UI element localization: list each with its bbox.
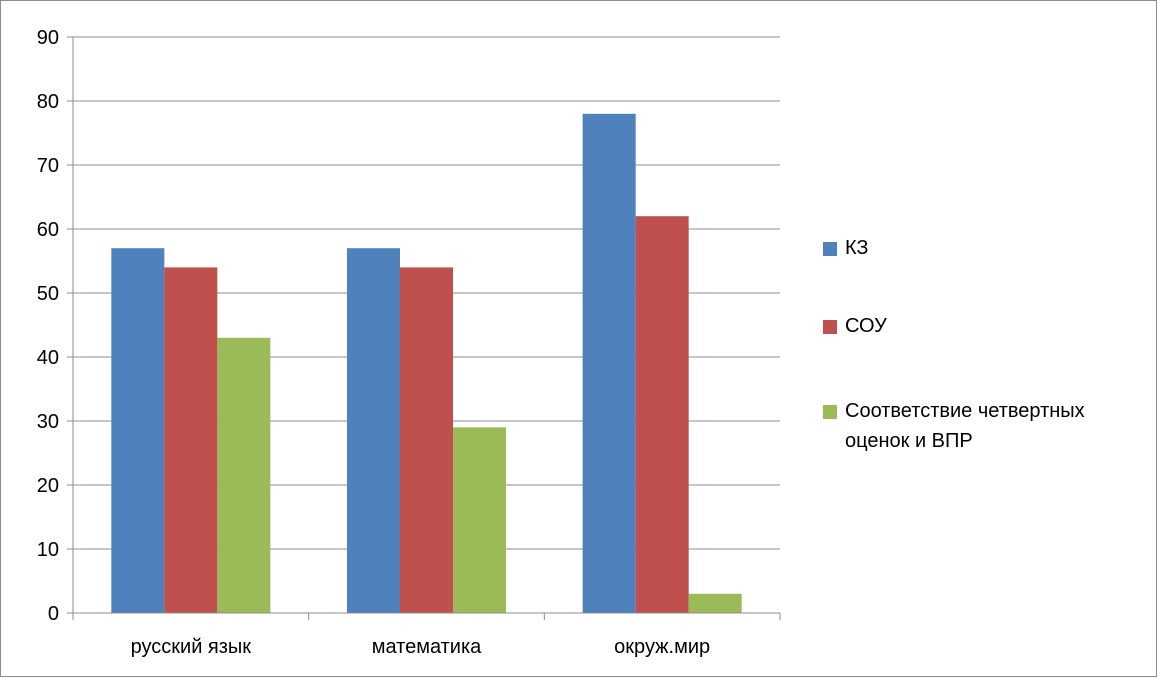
y-tick-label: 30 (37, 411, 59, 433)
legend-label-correspondence: Соответствие четвертных оценок и ВПР (845, 400, 1085, 452)
x-tick-label: математика (372, 636, 482, 658)
y-tick-label: 0 (48, 603, 59, 625)
bars (111, 113, 742, 614)
x-tick-label: русский язык (131, 636, 252, 658)
axes (67, 36, 781, 620)
legend-label-sou: СОУ (845, 315, 887, 337)
y-tick-label: 10 (37, 539, 59, 561)
bar[interactable] (400, 267, 453, 613)
x-tick-label: окруж.мир (614, 636, 710, 658)
legend-swatch-correspondence (823, 405, 837, 419)
legend-swatch-sou (823, 320, 837, 334)
bar[interactable] (217, 337, 271, 613)
bar[interactable] (453, 427, 506, 613)
y-tick-label: 50 (37, 283, 59, 305)
bar[interactable] (111, 248, 165, 613)
legend-swatch-kz (823, 242, 837, 256)
tick-labels: 0 10 20 30 40 50 60 70 80 90 русский язык математик… (37, 27, 710, 658)
bar[interactable] (688, 593, 742, 613)
y-tick-label: 20 (37, 475, 59, 497)
y-tick-label: 60 (37, 219, 59, 241)
bar[interactable] (582, 113, 636, 614)
y-tick-label: 90 (37, 27, 59, 49)
y-tick-label: 40 (37, 347, 59, 369)
y-tick-label: 80 (37, 91, 59, 113)
bar[interactable] (164, 267, 218, 613)
bar[interactable] (635, 216, 689, 613)
legend-label-kz: КЗ (845, 237, 869, 259)
y-tick-label: 70 (37, 155, 59, 177)
bar[interactable] (347, 248, 400, 613)
